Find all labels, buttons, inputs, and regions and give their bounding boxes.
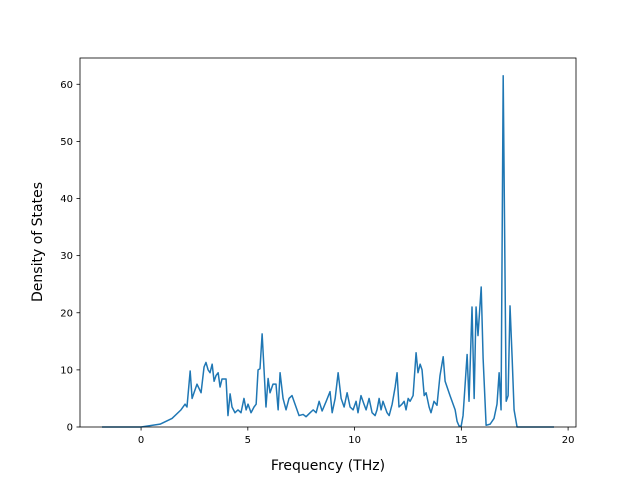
y-tick-label: 50	[60, 137, 73, 148]
y-tick-label: 20	[60, 308, 73, 319]
x-axis-label: Frequency (THz)	[271, 458, 385, 474]
plot-frame	[79, 57, 577, 428]
y-tick-label: 40	[60, 194, 73, 205]
y-tick-label: 10	[60, 365, 73, 376]
x-tick-label: 20	[562, 435, 575, 446]
data-line	[101, 74, 555, 428]
y-axis-label: Density of States	[30, 182, 46, 302]
y-tick-label: 30	[60, 251, 73, 262]
y-tick-label: 0	[67, 423, 73, 434]
x-tick-label: 0	[138, 435, 144, 446]
x-tick-label: 5	[245, 435, 251, 446]
x-tick-label: 15	[455, 435, 468, 446]
y-tick-label: 60	[60, 80, 73, 91]
x-tick-label: 10	[348, 435, 361, 446]
